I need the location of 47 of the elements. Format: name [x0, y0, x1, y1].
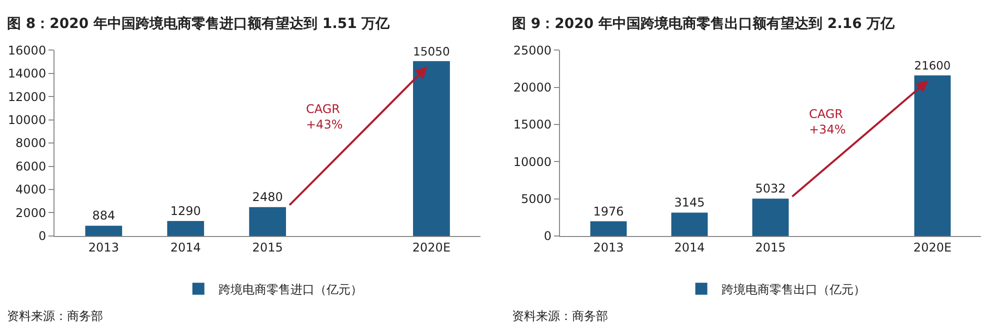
bar — [752, 198, 789, 236]
y-tick-label: 15000 — [513, 118, 552, 132]
y-tick-label: 0 — [544, 229, 552, 244]
bar — [85, 226, 122, 236]
data-label: 2480 — [252, 190, 283, 204]
data-label: 15050 — [413, 44, 450, 58]
y-tick-label: 12000 — [8, 90, 46, 104]
chart-title: 图 8：2020 年中国跨境电商零售进口额有望达到 1.51 万亿 — [7, 15, 391, 32]
y-tick-label: 2000 — [16, 206, 46, 220]
bar — [249, 207, 286, 236]
y-tick-label: 16000 — [8, 43, 46, 58]
annotation: CAGR +34% — [809, 107, 846, 137]
y-tick-label: 25000 — [513, 43, 552, 58]
y-tick-label: 10000 — [8, 113, 46, 128]
y-tick-label: 6000 — [16, 159, 46, 174]
chart-title: 图 9：2020 年中国跨境电商零售出口额有望达到 2.16 万亿 — [512, 15, 896, 32]
x-tick-label: 2020E — [913, 240, 952, 254]
y-tick-label: 20000 — [513, 80, 552, 94]
bar — [914, 75, 951, 236]
bar — [167, 220, 204, 236]
x-tick-label: 2015 — [252, 240, 283, 254]
data-label: 3145 — [674, 196, 705, 210]
x-tick-label: 2020E — [412, 240, 451, 254]
text: 资料来源：商务部 — [512, 309, 608, 323]
y-tick-label: 10000 — [513, 154, 552, 169]
x-tick-label: 2013 — [88, 240, 119, 254]
y-tick-label: 5000 — [520, 192, 552, 206]
data-label: 1290 — [170, 204, 201, 218]
x-tick-label: 2014 — [170, 240, 201, 254]
data-label: 884 — [92, 208, 116, 223]
legend-label: 跨境电商零售进口（亿元） — [218, 282, 362, 296]
legend-label: 跨境电商零售出口（亿元） — [721, 282, 866, 296]
text: 资料来源：商务部 — [7, 309, 103, 323]
bar — [413, 61, 450, 236]
x-tick-label: 2013 — [593, 240, 624, 254]
x-tick-label: 2015 — [755, 240, 786, 254]
data-label: 21600 — [914, 58, 951, 73]
annotation: CAGR +43% — [306, 102, 343, 132]
data-label: 1976 — [593, 204, 624, 218]
data-label: 5032 — [755, 182, 786, 196]
x-tick-label: 2014 — [674, 240, 705, 254]
y-tick-label: 8000 — [16, 136, 46, 150]
y-tick-label: 4000 — [16, 182, 46, 197]
bar — [590, 221, 627, 236]
bar — [671, 212, 708, 236]
y-tick-label: 0 — [38, 229, 46, 244]
y-tick-label: 14000 — [8, 66, 46, 81]
